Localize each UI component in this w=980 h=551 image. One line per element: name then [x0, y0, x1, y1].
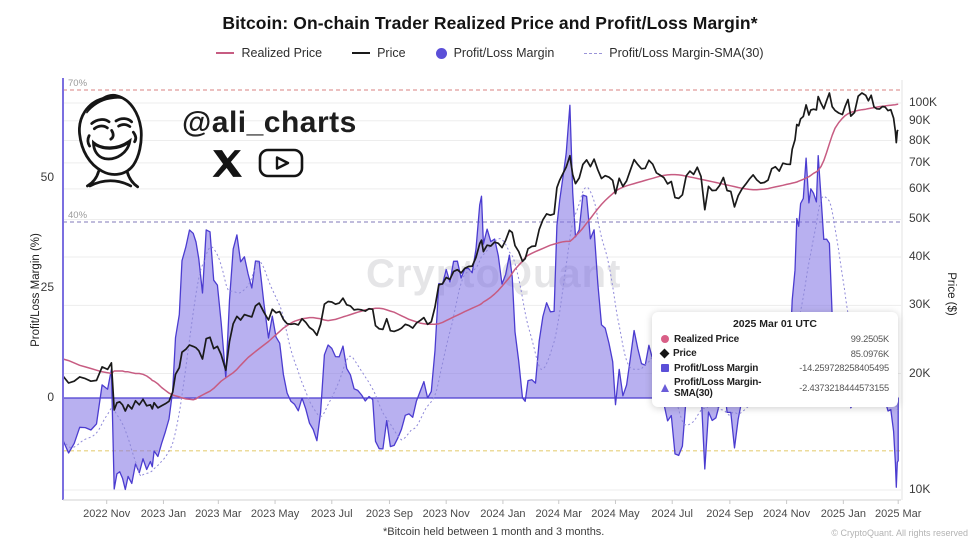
right-axis-tick-label: 50K: [909, 211, 931, 226]
legend-dash-marker: [584, 52, 603, 54]
threshold-label-40: 40%: [68, 210, 88, 221]
x-axis-label: 2024 Mar: [535, 508, 582, 520]
legend-label: Realized Price: [241, 46, 323, 60]
copyright: © CryptoQuant. All rights reserved: [831, 528, 968, 538]
right-axis-title: Price ($): [945, 272, 957, 316]
x-axis-label: 2023 Mar: [195, 508, 242, 520]
tooltip-row: Profit/Loss Margin -14.259728258405495: [661, 363, 889, 374]
tooltip-series-value: -2.4373218444573155: [799, 383, 889, 393]
legend-item-2[interactable]: Profit/Loss Margin: [435, 46, 555, 60]
tooltip-series-label: Realized Price: [674, 333, 740, 345]
diamond-marker-icon: [659, 348, 670, 359]
legend-label: Profit/Loss Margin-SMA(30): [609, 46, 764, 60]
x-axis-label: 2024 Jan: [480, 508, 526, 520]
tooltip-series-value: -14.259728258405495: [799, 363, 889, 373]
x-axis-label: 2023 Jul: [310, 508, 353, 520]
right-axis-tick-label: 80K: [909, 132, 931, 147]
tooltip-series-value: 99.2505K: [850, 334, 889, 344]
tooltip-series-label: Profit/Loss Margin-SMA(30): [674, 377, 762, 399]
x-axis-label: 2023 Jan: [140, 508, 187, 520]
tooltip-date: 2025 Mar 01 UTC: [732, 318, 818, 330]
right-axis-tick-label: 20K: [909, 365, 931, 380]
tooltip-series-label: Profit/Loss Margin: [674, 362, 759, 374]
right-axis-tick-label: 70K: [909, 154, 931, 169]
right-axis-tick-label: 90K: [909, 112, 931, 127]
tooltip-series-label: Price: [673, 348, 697, 359]
x-axis-label: 2023 Sep: [365, 508, 414, 520]
legend-label: Profit/Loss Margin: [453, 46, 555, 60]
right-axis-tick-label: 60K: [909, 180, 931, 195]
triangle-marker-icon: [661, 384, 669, 392]
tooltip: 2025 Mar 01 UTC Realized Price 99.2505K Pr…: [652, 312, 898, 407]
x-axis-label: 2024 May: [591, 508, 640, 520]
threshold-label-70: 70%: [68, 78, 88, 89]
square-marker-icon: [661, 364, 669, 372]
legend-circle-marker: [435, 47, 447, 59]
tooltip-series-value: 85.0976K: [850, 348, 889, 359]
x-axis-label: 2025 Mar: [874, 508, 922, 520]
tooltip-row: Profit/Loss Margin-SMA(30) -2.43732184445…: [661, 377, 889, 399]
x-axis-label: 2024 Jul: [651, 508, 693, 520]
legend-item-3[interactable]: Profit/Loss Margin-SMA(30): [584, 46, 764, 60]
x-axis-label: 2024 Nov: [763, 508, 811, 520]
tooltip-row: Realized Price 99.2505K: [661, 334, 889, 345]
x-axis-label: 2022 Nov: [83, 508, 131, 520]
x-axis-label: 2023 May: [250, 508, 300, 520]
circle-marker-icon: [661, 335, 669, 343]
footnote: *Bitcoin held between 1 month and 3 mont…: [383, 526, 605, 538]
right-axis-tick-label: 30K: [909, 297, 931, 312]
right-axis-tick-label: 100K: [909, 95, 938, 109]
x-axis-label: 2023 Nov: [422, 508, 470, 520]
legend-item-0[interactable]: Realized Price: [216, 46, 322, 60]
legend-item-1[interactable]: Price: [352, 46, 406, 60]
tooltip-row: Price 85.0976K: [659, 348, 889, 359]
left-axis-tick-label: 0: [47, 390, 54, 404]
price-line: [62, 92, 899, 412]
realized-price-line: [62, 103, 899, 401]
left-axis-tick-label: 25: [40, 280, 54, 294]
legend: Realized Price Price Profit/Loss Margin Pro…: [0, 46, 980, 60]
legend-label: Price: [377, 46, 406, 60]
page-title: Bitcoin: On-chain Trader Realized Price …: [222, 13, 758, 33]
right-axis-tick-label: 40K: [909, 249, 931, 263]
legend-line-marker: [352, 52, 371, 54]
right-axis-tick-label: 10K: [909, 482, 931, 496]
legend-line-marker: [216, 52, 235, 54]
tooltip-rows: Realized Price 99.2505K Price 85.0976K Profi…: [659, 334, 889, 399]
x-axis-label: 2025 Jan: [820, 508, 866, 520]
left-axis-tick-label: 50: [40, 170, 54, 184]
x-axis-label: 2024 Sep: [706, 508, 754, 520]
